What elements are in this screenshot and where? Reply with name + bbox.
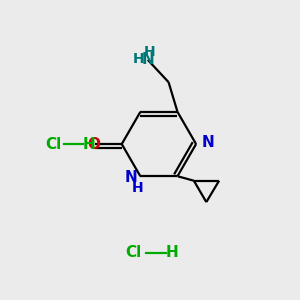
Text: H: H: [83, 136, 95, 152]
Text: H: H: [166, 245, 179, 260]
Text: H: H: [143, 44, 155, 58]
Text: N: N: [201, 135, 214, 150]
Text: N: N: [124, 170, 137, 185]
Text: N: N: [141, 52, 154, 67]
Text: H: H: [132, 181, 143, 194]
Text: H: H: [133, 52, 145, 66]
Text: Cl: Cl: [125, 245, 142, 260]
Text: Cl: Cl: [45, 136, 62, 152]
Text: O: O: [87, 136, 100, 152]
